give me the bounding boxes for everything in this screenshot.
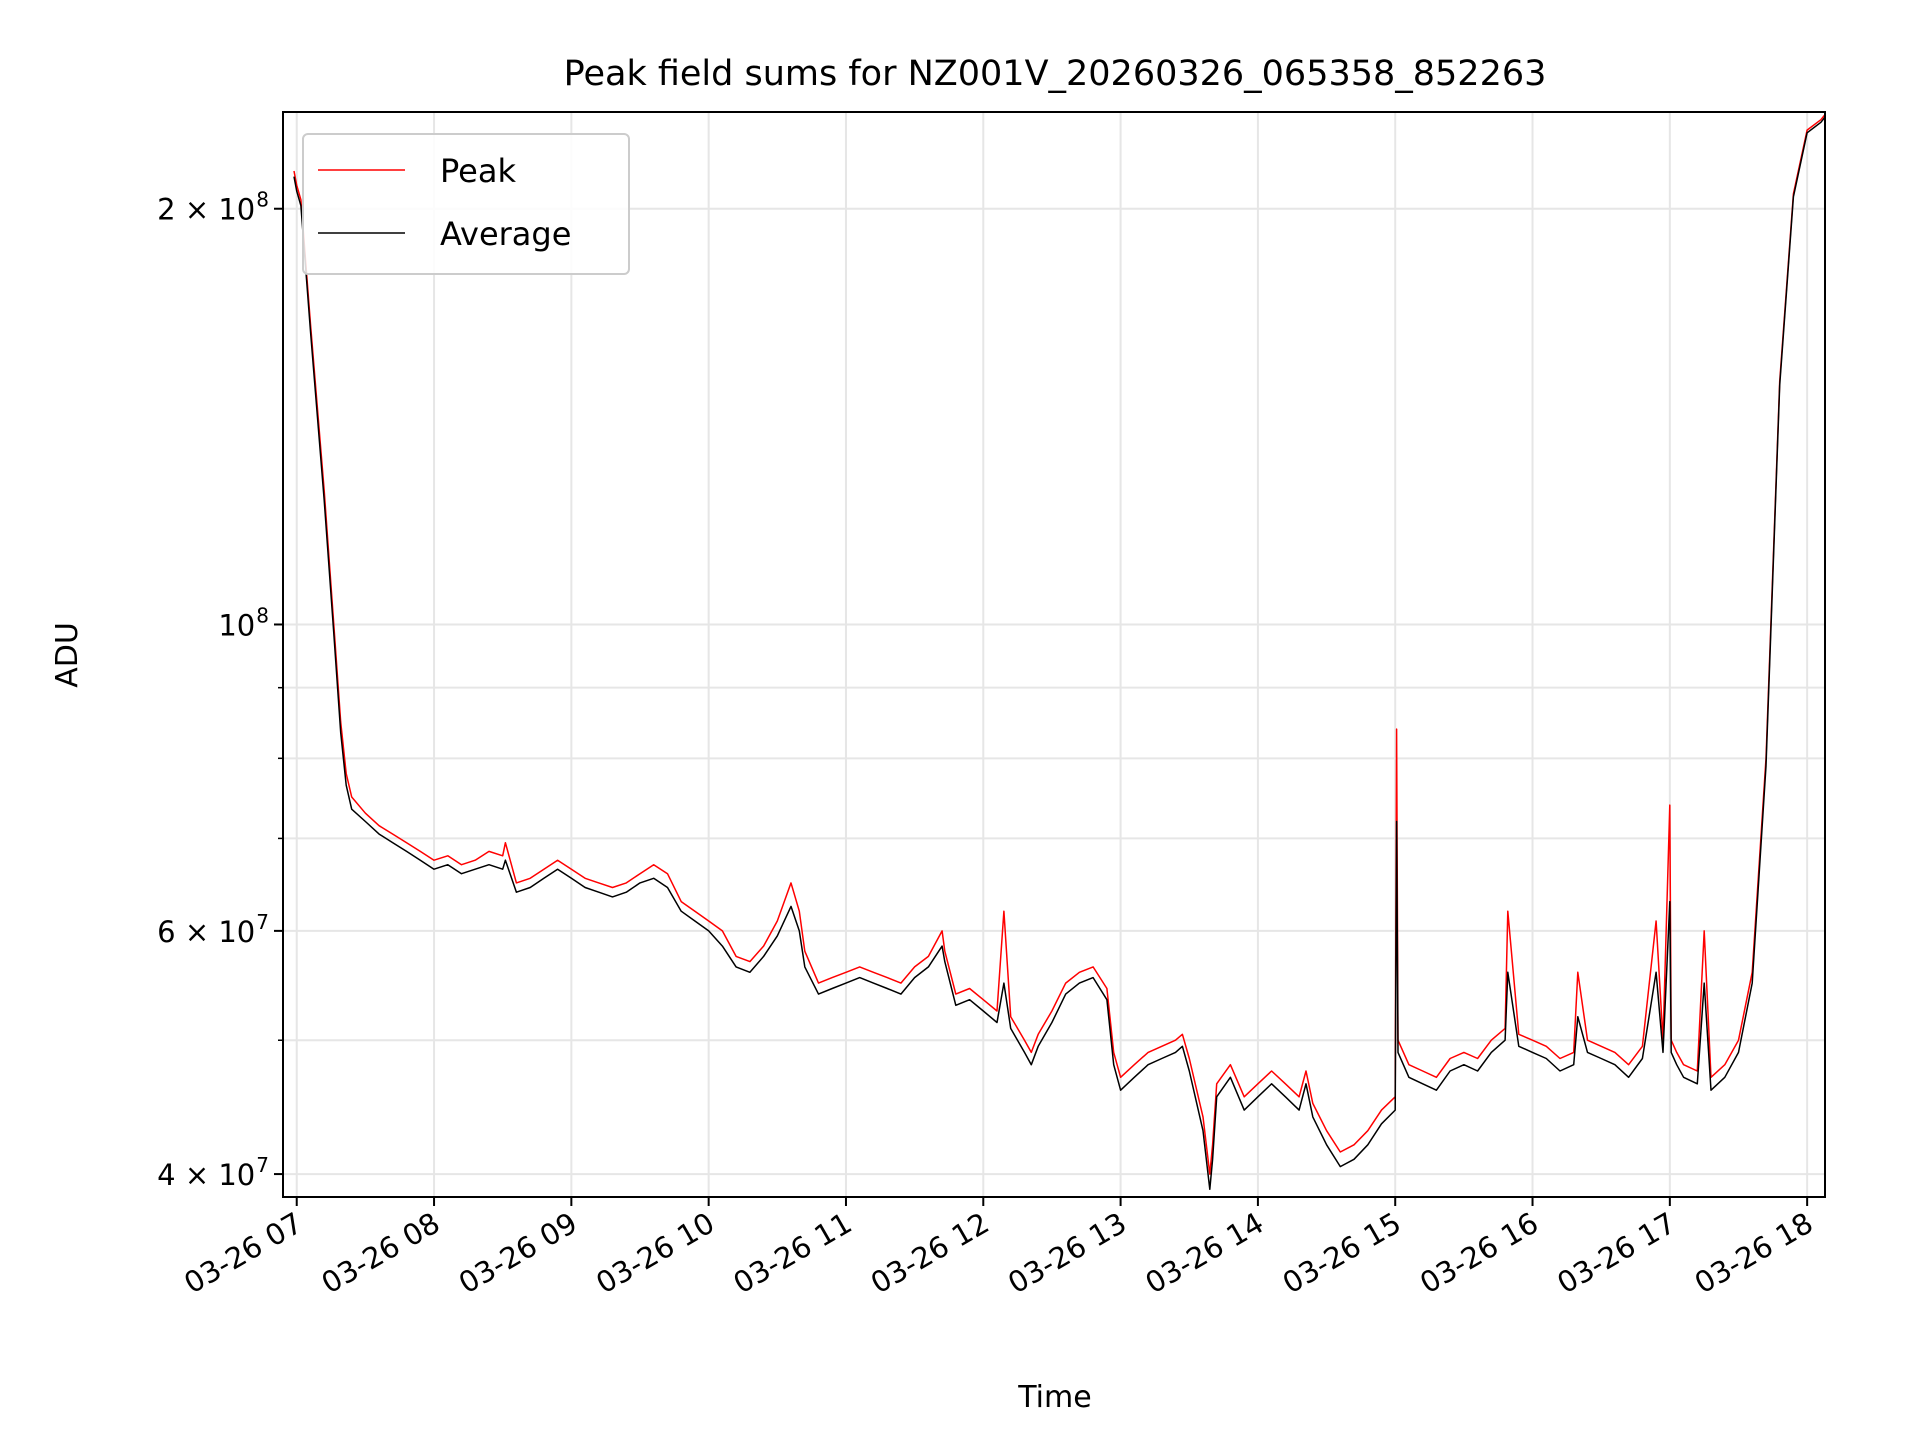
legend-label-peak: Peak xyxy=(440,152,516,190)
legend: Peak Average xyxy=(302,133,630,275)
x-tick-label: 03-26 11 xyxy=(728,1206,858,1301)
series-line-average xyxy=(293,116,1826,1191)
legend-label-average: Average xyxy=(440,215,571,253)
x-tick-label: 03-26 12 xyxy=(865,1206,995,1301)
x-tick-label: 03-26 16 xyxy=(1414,1206,1544,1301)
y-tick-label: 4 × 107 xyxy=(157,1153,269,1192)
y-axis-label: ADU xyxy=(50,622,85,688)
series-group xyxy=(293,114,1826,1191)
plot-area xyxy=(282,111,1826,1198)
x-tick-label: 03-26 09 xyxy=(453,1206,583,1301)
x-tick-label: 03-26 13 xyxy=(1002,1206,1132,1301)
x-axis: 03-26 07 03-26 08 03-26 09 03-26 10 03-26 11… xyxy=(178,1197,1819,1301)
y-tick-label: 2 × 108 xyxy=(157,188,269,227)
x-axis-label: Time xyxy=(1017,1380,1091,1415)
y-tick-label: 108 xyxy=(218,603,269,642)
grid xyxy=(283,112,1825,1197)
series-line-peak xyxy=(293,114,1826,1175)
y-axis: 4 × 107 6 × 107 108 2 × 108 xyxy=(157,188,283,1192)
x-tick-label: 03-26 14 xyxy=(1139,1206,1269,1301)
x-tick-label: 03-26 17 xyxy=(1551,1206,1681,1301)
x-tick-label: 03-26 10 xyxy=(590,1206,720,1301)
legend-box xyxy=(302,133,630,275)
x-tick-label: 03-26 18 xyxy=(1689,1206,1819,1301)
y-tick-label: 6 × 107 xyxy=(157,910,269,949)
x-tick-label: 03-26 08 xyxy=(316,1206,446,1301)
chart-title: Peak field sums for NZ001V_20260326_0653… xyxy=(564,54,1547,94)
x-tick-label: 03-26 15 xyxy=(1277,1206,1407,1301)
x-tick-label: 03-26 07 xyxy=(178,1206,308,1301)
